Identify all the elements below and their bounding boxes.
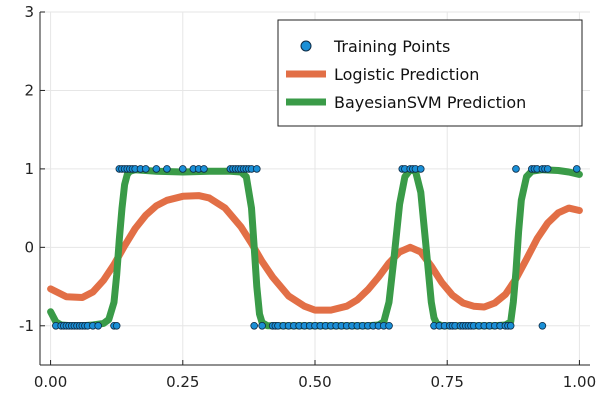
legend-label: BayesianSVM Prediction (334, 93, 526, 112)
legend-label: Training Points (333, 37, 450, 56)
x-tick-label: 0.75 (431, 373, 464, 391)
training-point (512, 165, 520, 173)
x-tick-label: 0.50 (298, 373, 331, 391)
y-tick-label: -1 (19, 317, 34, 335)
y-tick-label: 2 (24, 81, 34, 99)
legend-marker-training-points (300, 40, 312, 52)
y-tick-label: 0 (24, 238, 34, 256)
training-point (416, 165, 425, 173)
training-point (112, 321, 121, 330)
legend-label: Logistic Prediction (334, 65, 479, 84)
training-point (250, 321, 258, 330)
training-point (543, 165, 552, 173)
logistic-prediction-line (47, 192, 583, 314)
training-point (253, 165, 261, 173)
training-point (385, 321, 393, 330)
series-layer (47, 165, 583, 330)
series-1 (47, 192, 583, 314)
y-tick-label: 1 (24, 160, 34, 178)
training-point (163, 165, 171, 173)
training-point (506, 321, 515, 330)
tick-labels: 0.00 0.25 0.50 0.75 1.00 -1 0 1 2 3 (19, 3, 596, 391)
training-point (572, 165, 581, 173)
legend-box (277, 19, 583, 127)
legend: Training Points Logistic Prediction Bayesi… (277, 19, 583, 127)
x-tick-label: 1.00 (563, 373, 596, 391)
training-point (258, 321, 266, 330)
training-point (141, 165, 150, 173)
training-point (538, 321, 547, 330)
axes (39, 11, 590, 366)
training-point (94, 321, 102, 330)
y-tick-label: 3 (24, 3, 34, 21)
x-tick-label: 0.00 (34, 373, 67, 391)
x-tick-label: 0.25 (166, 373, 199, 391)
training-point (200, 165, 208, 173)
training-points (52, 165, 581, 330)
training-point (152, 165, 161, 173)
training-point (178, 165, 187, 173)
